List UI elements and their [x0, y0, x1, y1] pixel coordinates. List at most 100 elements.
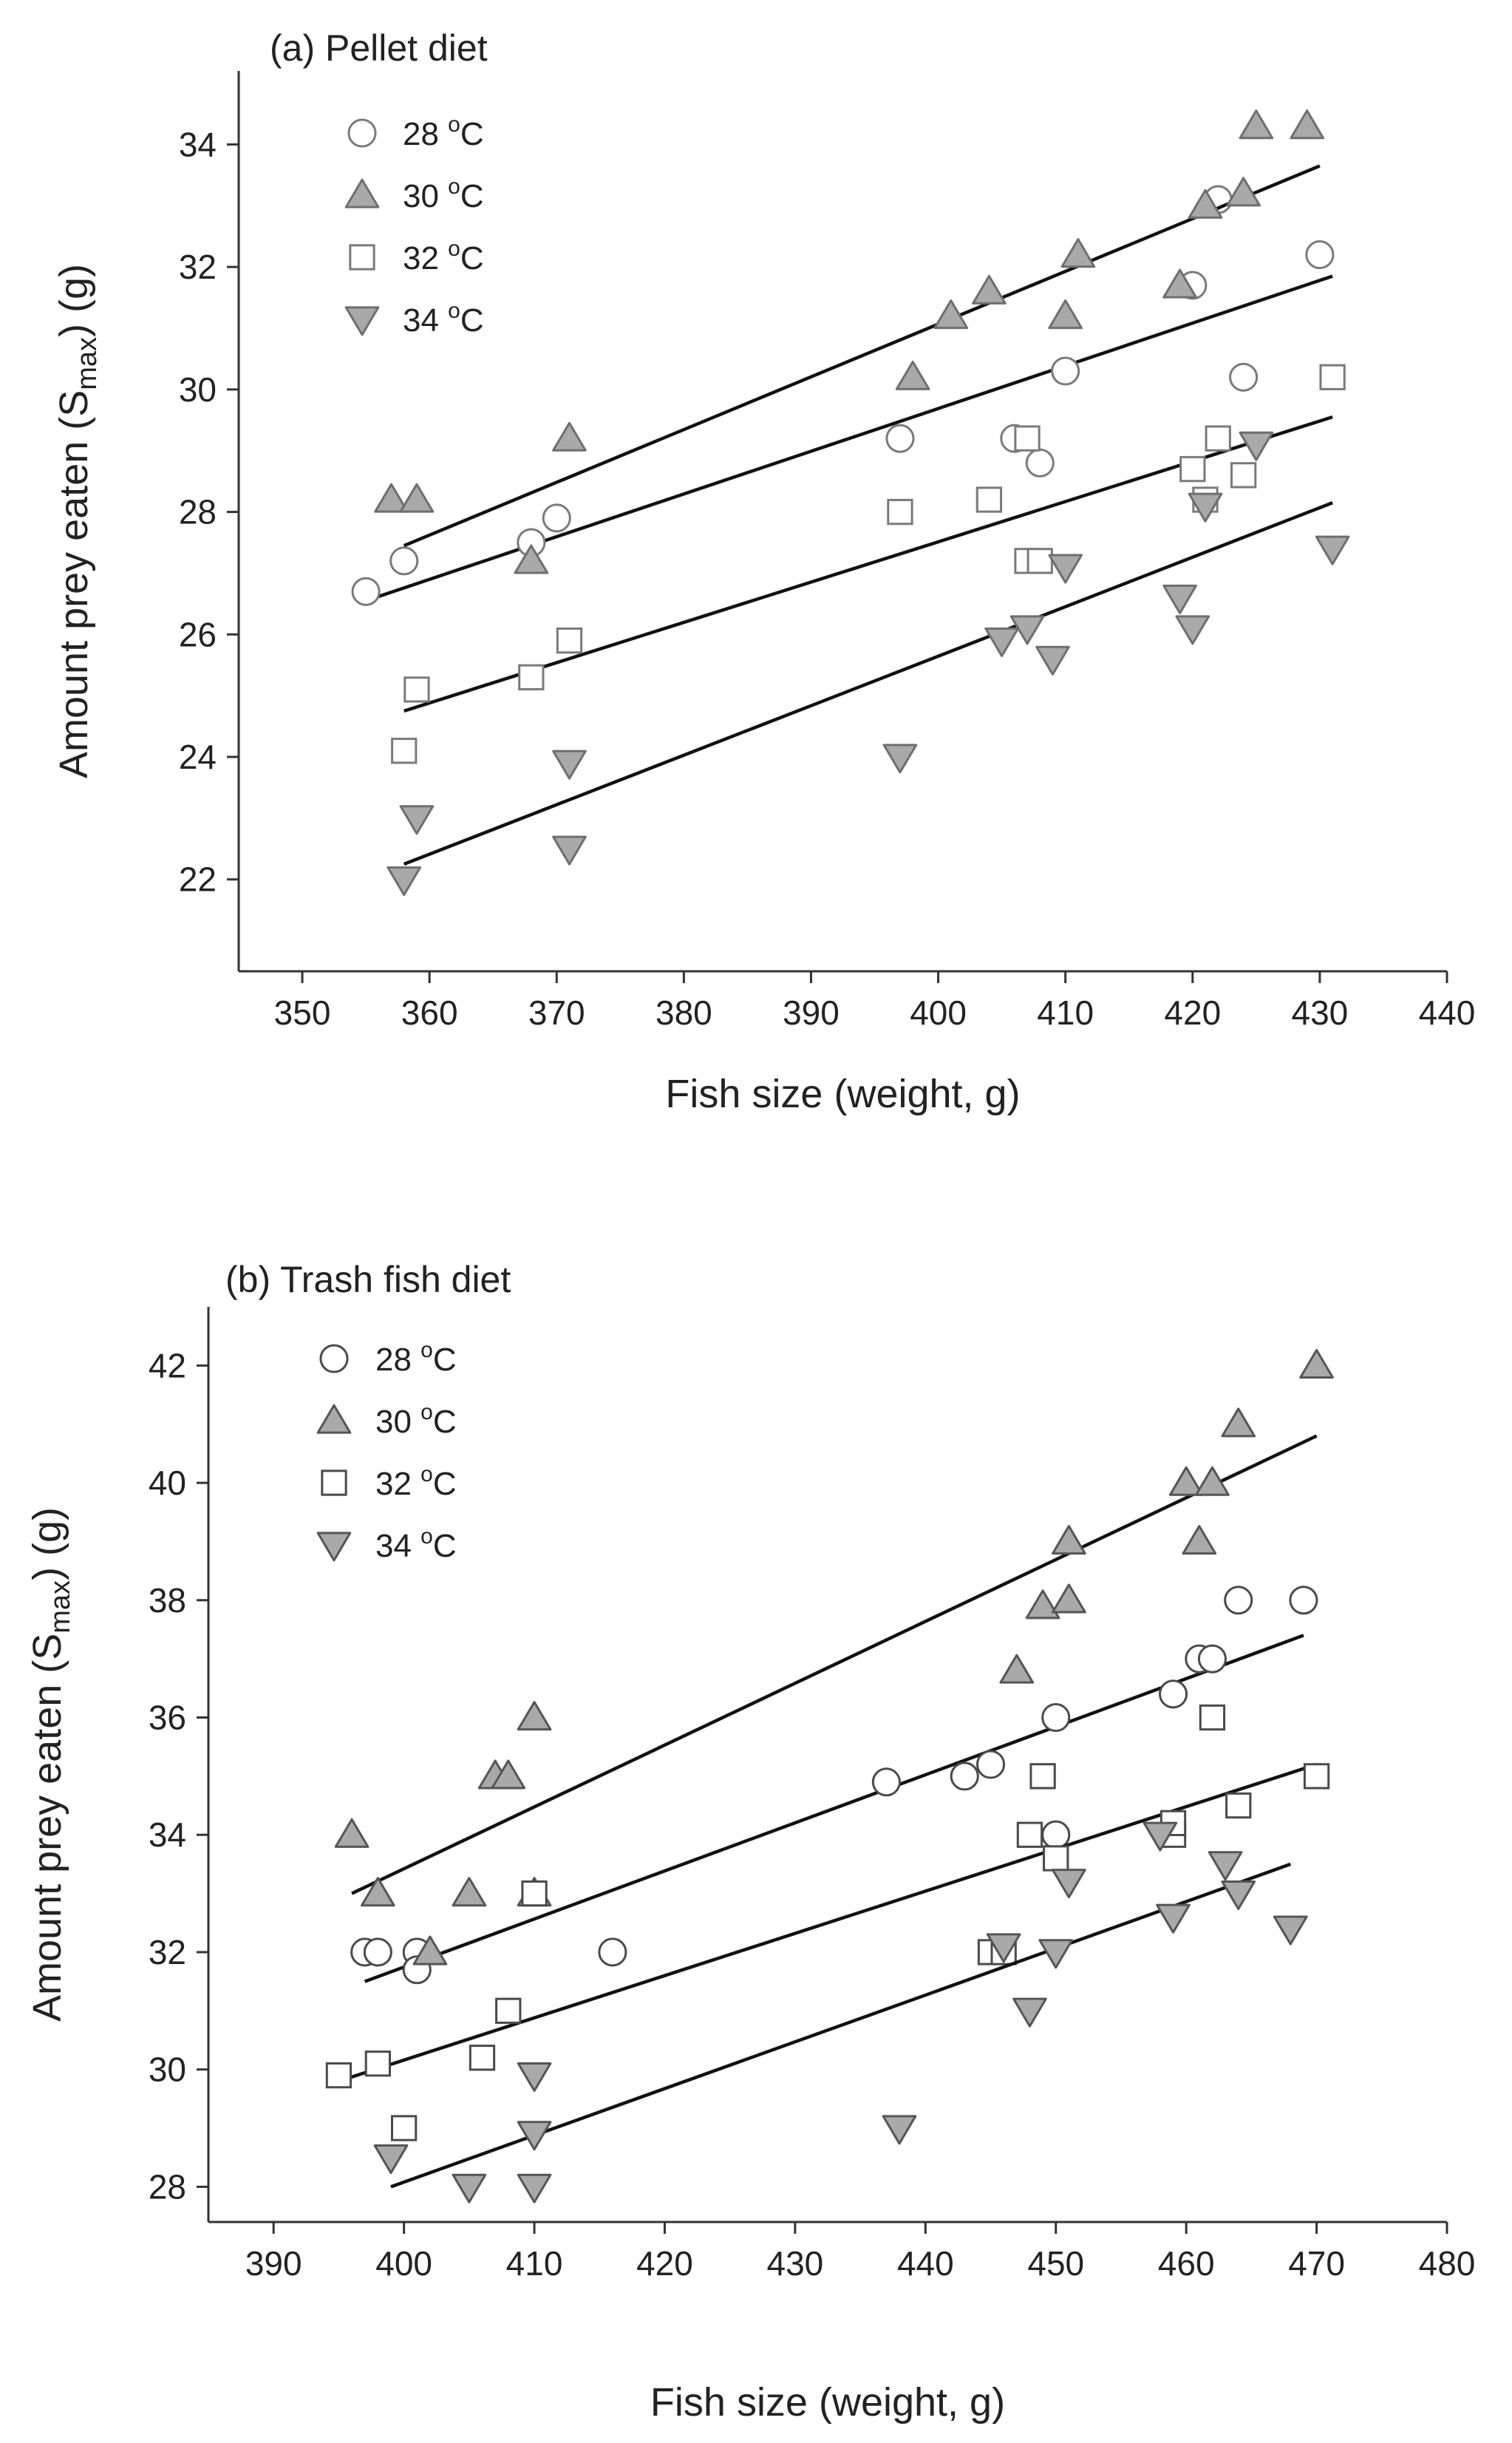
x-tick-label: 430 — [767, 2244, 824, 2283]
series-32C — [325, 1704, 1330, 2141]
trend-line-34C — [390, 1862, 1292, 2189]
data-point-32C — [1205, 425, 1231, 452]
y-tick-label: 40 — [149, 1464, 186, 1502]
data-point-30C — [1025, 1589, 1060, 1620]
data-point-28C — [950, 1761, 979, 1791]
data-point-28C — [1041, 1702, 1071, 1733]
trend-line-34C — [403, 501, 1333, 866]
data-point-32C — [364, 2050, 391, 2077]
legend-label-32C: 32 oC — [375, 1462, 457, 1502]
data-point-28C — [871, 1767, 901, 1797]
data-point-32C — [403, 676, 430, 703]
data-point-32C — [469, 2045, 496, 2071]
data-point-34C — [984, 627, 1019, 657]
x-tick-label: 450 — [1027, 2244, 1084, 2283]
y-tick-label: 30 — [179, 370, 217, 409]
legend-marker-32C — [349, 244, 375, 271]
x-tick-label: 400 — [910, 993, 967, 1032]
data-point-28C — [1158, 1679, 1188, 1709]
data-point-30C — [1221, 1407, 1256, 1438]
data-point-32C — [1225, 1792, 1252, 1819]
data-point-30C — [360, 1877, 395, 1907]
data-point-32C — [1016, 1821, 1043, 1848]
data-point-30C — [1226, 177, 1261, 207]
data-point-34C — [1142, 1821, 1178, 1852]
data-point-32C — [495, 1997, 522, 2024]
x-tick-label: 390 — [245, 2244, 302, 2283]
data-point-32C — [1179, 455, 1206, 483]
x-axis-title: Fish size (weight, g) — [665, 1072, 1020, 1116]
data-point-28C — [351, 577, 381, 606]
data-point-28C — [885, 424, 915, 453]
data-point-34C — [1208, 1851, 1243, 1881]
y-tick-label: 28 — [149, 2167, 186, 2206]
y-tick-label: 24 — [179, 738, 217, 776]
y-tick-label: 32 — [149, 1933, 186, 1971]
data-point-30C — [412, 1935, 448, 1965]
x-tick-label: 420 — [636, 2244, 693, 2283]
series-30C — [334, 1348, 1334, 1965]
data-point-30C — [1239, 109, 1274, 140]
data-point-30C — [972, 274, 1007, 305]
data-point-32C — [556, 627, 583, 654]
data-point-30C — [1182, 1525, 1217, 1555]
data-point-28C — [1305, 240, 1335, 270]
data-point-28C — [975, 1750, 1006, 1779]
data-point-30C — [1299, 1348, 1334, 1379]
chart-title: (a) Pellet diet — [270, 27, 488, 69]
x-tick-label: 480 — [1419, 2244, 1476, 2283]
y-tick-label: 22 — [179, 860, 217, 899]
data-point-30C — [1048, 299, 1083, 330]
data-point-34C — [1052, 1869, 1086, 1899]
legend-marker-32C — [321, 1469, 347, 1496]
legend-marker-34C — [344, 306, 380, 336]
legend-label-30C: 30 oC — [403, 174, 484, 214]
data-point-28C — [1025, 448, 1055, 478]
chart-panel-b: (b) Trash fish diet 390 400 410 420 430 440 450… — [25, 1259, 1475, 2425]
data-point-34C — [373, 2144, 409, 2175]
trend-line-32C — [338, 1762, 1318, 2083]
data-point-32C — [1029, 1763, 1056, 1790]
data-point-32C — [390, 2115, 418, 2141]
chart-title: (b) Trash fish diet — [225, 1259, 511, 1300]
y-tick-label: 34 — [149, 1815, 186, 1854]
data-point-30C — [517, 1701, 552, 1731]
data-point-34C — [552, 750, 587, 780]
legend-marker-34C — [316, 1532, 352, 1562]
y-tick-label: 26 — [179, 615, 217, 653]
data-point-30C — [374, 483, 409, 513]
x-tick-label: 410 — [1037, 993, 1094, 1032]
data-point-34C — [1009, 615, 1045, 645]
x-tick-label: 370 — [528, 993, 585, 1032]
data-point-32C — [391, 738, 418, 764]
series-32C — [391, 364, 1346, 764]
data-point-32C — [975, 486, 1003, 513]
data-point-34C — [1038, 1939, 1074, 1969]
data-point-34C — [1188, 492, 1223, 523]
x-tick-label: 360 — [401, 993, 458, 1032]
data-point-34C — [1156, 1903, 1191, 1934]
data-point-30C — [1168, 1466, 1204, 1496]
series-28C — [351, 185, 1335, 606]
data-point-30C — [552, 421, 587, 452]
data-point-34C — [517, 2062, 552, 2093]
data-point-32C — [1319, 364, 1346, 390]
data-point-34C — [1239, 431, 1274, 461]
data-point-30C — [1060, 238, 1096, 268]
x-tick-label: 420 — [1164, 993, 1221, 1032]
data-point-34C — [517, 2173, 552, 2204]
data-point-32C — [887, 498, 913, 526]
x-tick-label: 440 — [897, 2244, 954, 2283]
data-point-34C — [1221, 1880, 1256, 1910]
data-point-32C — [325, 2062, 353, 2089]
x-tick-label: 350 — [274, 993, 331, 1032]
trend-line-28C — [365, 274, 1333, 602]
data-point-30C — [1052, 1525, 1086, 1555]
data-point-32C — [521, 1880, 548, 1907]
y-tick-label: 30 — [149, 2050, 186, 2089]
data-point-32C — [1303, 1763, 1330, 1790]
data-point-30C — [334, 1818, 370, 1848]
data-point-34C — [1273, 1915, 1308, 1946]
legend-label-28C: 28 oC — [403, 112, 484, 152]
data-point-28C — [1289, 1586, 1318, 1615]
